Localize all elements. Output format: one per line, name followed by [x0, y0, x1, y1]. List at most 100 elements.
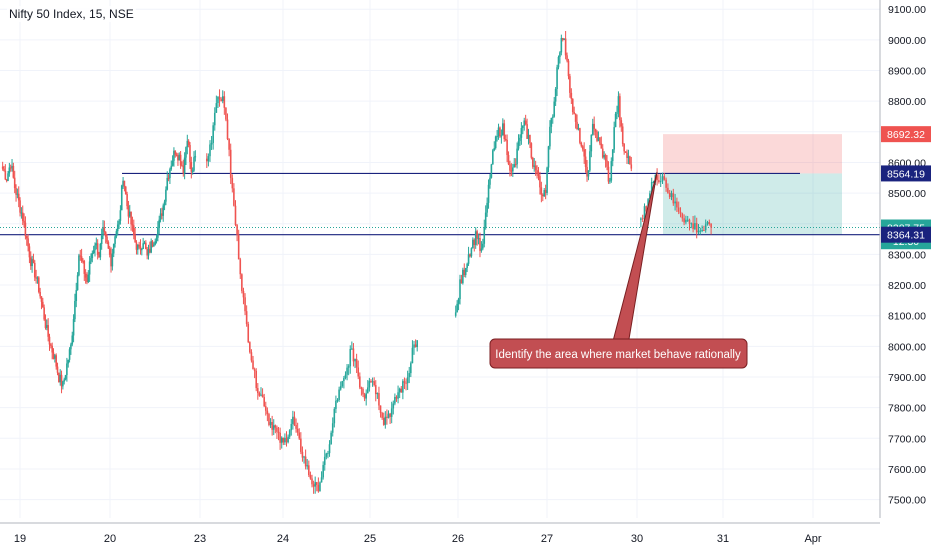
- candle-body: [181, 165, 183, 167]
- candle-body: [175, 154, 178, 157]
- candle-body: [335, 400, 337, 409]
- candle-body: [42, 301, 44, 308]
- candle-body: [587, 170, 590, 177]
- candle-body: [44, 319, 47, 328]
- candle-body: [514, 164, 517, 166]
- y-tick-label: 7800.00: [888, 403, 926, 415]
- candle-body: [579, 128, 581, 143]
- candle-body: [493, 148, 496, 151]
- candle-body: [114, 236, 116, 244]
- candle-body: [32, 259, 35, 263]
- candle-body: [534, 165, 537, 171]
- candle-body: [171, 160, 174, 166]
- candle-body: [146, 248, 148, 256]
- candle-body: [90, 258, 92, 262]
- candle-body: [373, 381, 375, 386]
- candle-body: [128, 211, 131, 217]
- candle-body: [68, 349, 71, 360]
- candle-body: [477, 238, 480, 240]
- candle-body: [167, 177, 170, 179]
- candles: [1, 31, 712, 494]
- candle-body: [626, 152, 628, 158]
- candle-body: [497, 127, 500, 136]
- candle-body: [546, 167, 548, 193]
- candle-body: [13, 177, 16, 189]
- candle-body: [467, 254, 470, 264]
- y-tick-label: 8200.00: [888, 280, 926, 292]
- candle-body: [406, 377, 409, 384]
- candle-body: [3, 168, 5, 171]
- candle-body: [29, 257, 32, 267]
- candle-body: [158, 219, 161, 228]
- candle-body: [656, 175, 658, 181]
- candle-body: [600, 143, 603, 149]
- candle-body: [580, 142, 583, 147]
- candle-body: [360, 387, 363, 389]
- candle-body: [7, 173, 9, 181]
- callout-box: [489, 338, 748, 369]
- candle-body: [523, 120, 526, 126]
- candle-body: [58, 372, 60, 383]
- candle-body: [699, 230, 702, 232]
- candle-body: [551, 116, 554, 118]
- candle-body: [659, 181, 662, 183]
- candle-body: [293, 416, 296, 426]
- candle-body: [215, 103, 218, 113]
- candle-body: [400, 388, 403, 393]
- candle-body: [357, 367, 360, 377]
- candle-body: [697, 230, 700, 233]
- candle-body: [87, 274, 90, 283]
- candle-body: [531, 157, 534, 167]
- candle-body: [672, 193, 675, 204]
- candle-body: [500, 135, 503, 137]
- candle-body: [55, 355, 57, 367]
- candle-body: [520, 128, 523, 138]
- candle-body: [519, 137, 521, 142]
- candle-body: [413, 344, 415, 348]
- candle-body: [339, 386, 342, 390]
- candle-body: [537, 174, 540, 177]
- candle-body: [414, 344, 417, 348]
- candle-body: [561, 37, 564, 40]
- candle-body: [264, 406, 267, 411]
- candle-body: [517, 141, 520, 149]
- candle-body: [484, 212, 487, 228]
- candle-body: [17, 193, 20, 201]
- candle-body: [11, 165, 13, 168]
- x-tick-label: 20: [104, 533, 116, 545]
- y-tick-label: 8300.00: [888, 249, 926, 261]
- candle-body: [47, 325, 49, 337]
- candle-body: [260, 394, 262, 396]
- candle-body: [483, 227, 486, 244]
- candle-body: [510, 170, 513, 172]
- candle-body: [115, 231, 118, 237]
- candle-body: [110, 254, 112, 267]
- candle-body: [487, 184, 490, 203]
- candle-body: [560, 37, 563, 53]
- candle-body: [570, 92, 573, 99]
- candle-body: [91, 253, 94, 259]
- candle-body: [456, 303, 458, 313]
- candle-body: [8, 167, 11, 174]
- candle-body: [189, 145, 191, 163]
- candle-body: [154, 241, 156, 245]
- candle-body: [322, 464, 324, 478]
- candle-body: [376, 393, 379, 395]
- candle-body: [96, 243, 99, 255]
- candle-body: [494, 136, 497, 149]
- candle-body: [331, 423, 334, 433]
- y-tick-label: 8100.00: [888, 311, 926, 323]
- candle-body: [530, 143, 533, 158]
- candle-body: [296, 428, 299, 433]
- candle-body: [624, 151, 627, 153]
- candle-body: [285, 437, 288, 443]
- candle-body: [71, 335, 74, 345]
- candle-body: [99, 243, 102, 258]
- candle-body: [15, 188, 17, 195]
- candle-body: [226, 119, 229, 140]
- candle-body: [577, 128, 580, 130]
- candle-body: [527, 134, 530, 139]
- candle-body: [354, 358, 356, 362]
